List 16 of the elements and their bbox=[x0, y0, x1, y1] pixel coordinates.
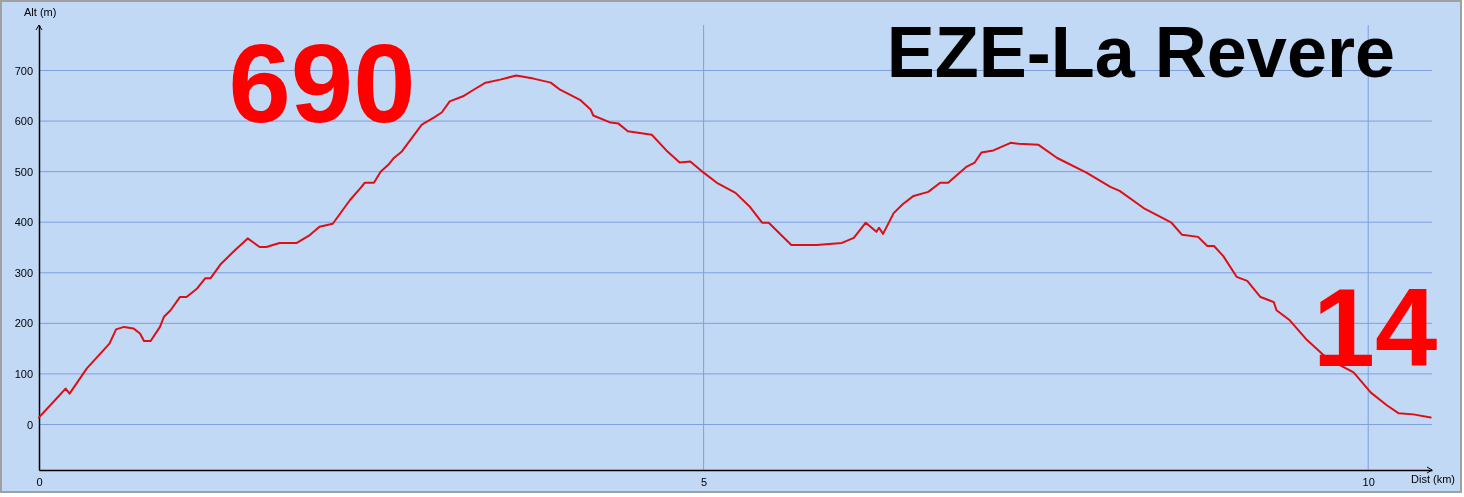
y-tick-label: 500 bbox=[14, 165, 33, 178]
y-axis-title: Alt (m) bbox=[24, 6, 57, 18]
annotation: 14 bbox=[1312, 265, 1438, 390]
y-tick-label: 200 bbox=[14, 317, 33, 330]
y-tick-label: 600 bbox=[14, 115, 33, 128]
x-tick-label: 5 bbox=[701, 475, 708, 488]
y-tick-label: 100 bbox=[14, 367, 33, 380]
x-tick-label: 10 bbox=[1362, 475, 1375, 488]
x-tick-label: 0 bbox=[36, 475, 43, 488]
x-axis-title: Dist (km) bbox=[1411, 473, 1455, 485]
chart-title: EZE-La Revere bbox=[886, 12, 1395, 92]
y-tick-label: 700 bbox=[14, 64, 33, 77]
y-tick-label: 0 bbox=[26, 418, 33, 431]
annotation: 690 bbox=[228, 21, 416, 146]
y-tick-label: 300 bbox=[14, 266, 33, 279]
y-tick-label: 400 bbox=[14, 216, 33, 229]
